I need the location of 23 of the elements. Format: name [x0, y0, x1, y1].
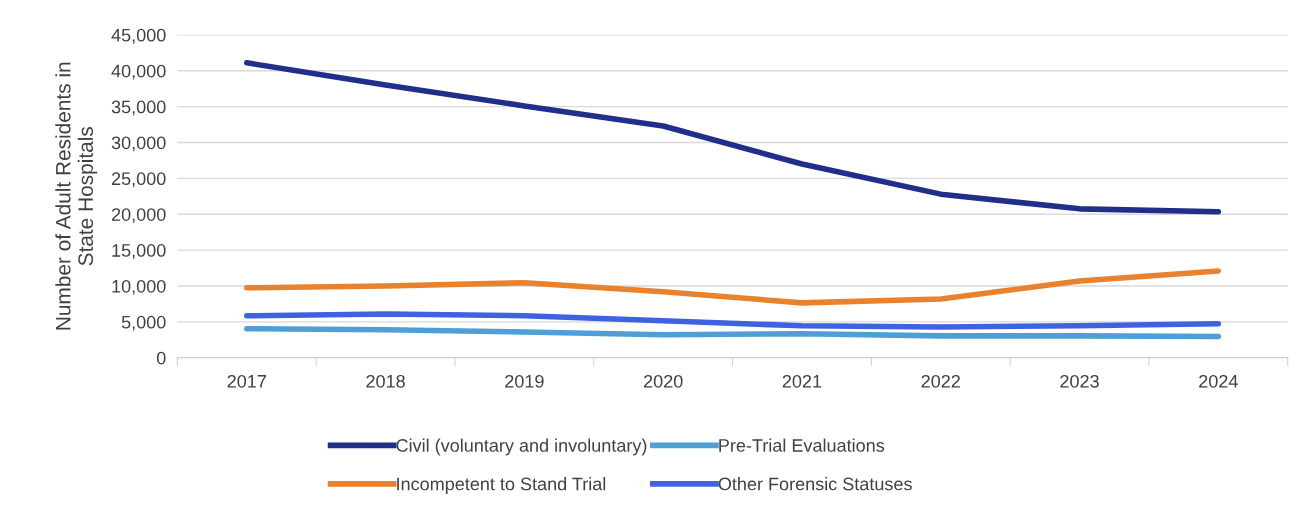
y-tick-label: 35,000 — [111, 100, 166, 116]
y-tick-label: 15,000 — [112, 244, 166, 259]
x-tick-label: 2021 — [782, 374, 822, 388]
y-tick-label: 30,000 — [111, 136, 166, 152]
legend-label: Civil (voluntary and involuntary) — [396, 438, 647, 456]
y-tick-label: 0 — [156, 351, 166, 365]
y-axis-title: Number of Adult Residents in State Hospitals — [55, 62, 98, 330]
x-tick-label: 2019 — [505, 374, 544, 388]
y-tick-label: 10,000 — [112, 279, 166, 295]
x-tick-label: 2023 — [1060, 374, 1099, 388]
x-tick-label: 2020 — [643, 374, 683, 388]
y-tick-label: 40,000 — [111, 64, 166, 80]
y-tick-label: 5,000 — [121, 315, 166, 331]
legend-label: Pre-Trial Evaluations — [719, 438, 885, 452]
x-tick-label: 2024 — [1199, 374, 1238, 388]
legend-label: Incompetent to Stand Trial — [397, 477, 606, 494]
y-tick-label: 20,000 — [111, 208, 166, 224]
y-tick-label: 45,000 — [111, 28, 166, 44]
x-tick-label: 2018 — [366, 374, 405, 388]
x-tick-label: 2017 — [227, 374, 266, 388]
x-tick-label: 2022 — [921, 374, 960, 388]
legend-label: Other Forensic Statuses — [718, 477, 912, 491]
y-tick-label: 25,000 — [111, 172, 166, 188]
